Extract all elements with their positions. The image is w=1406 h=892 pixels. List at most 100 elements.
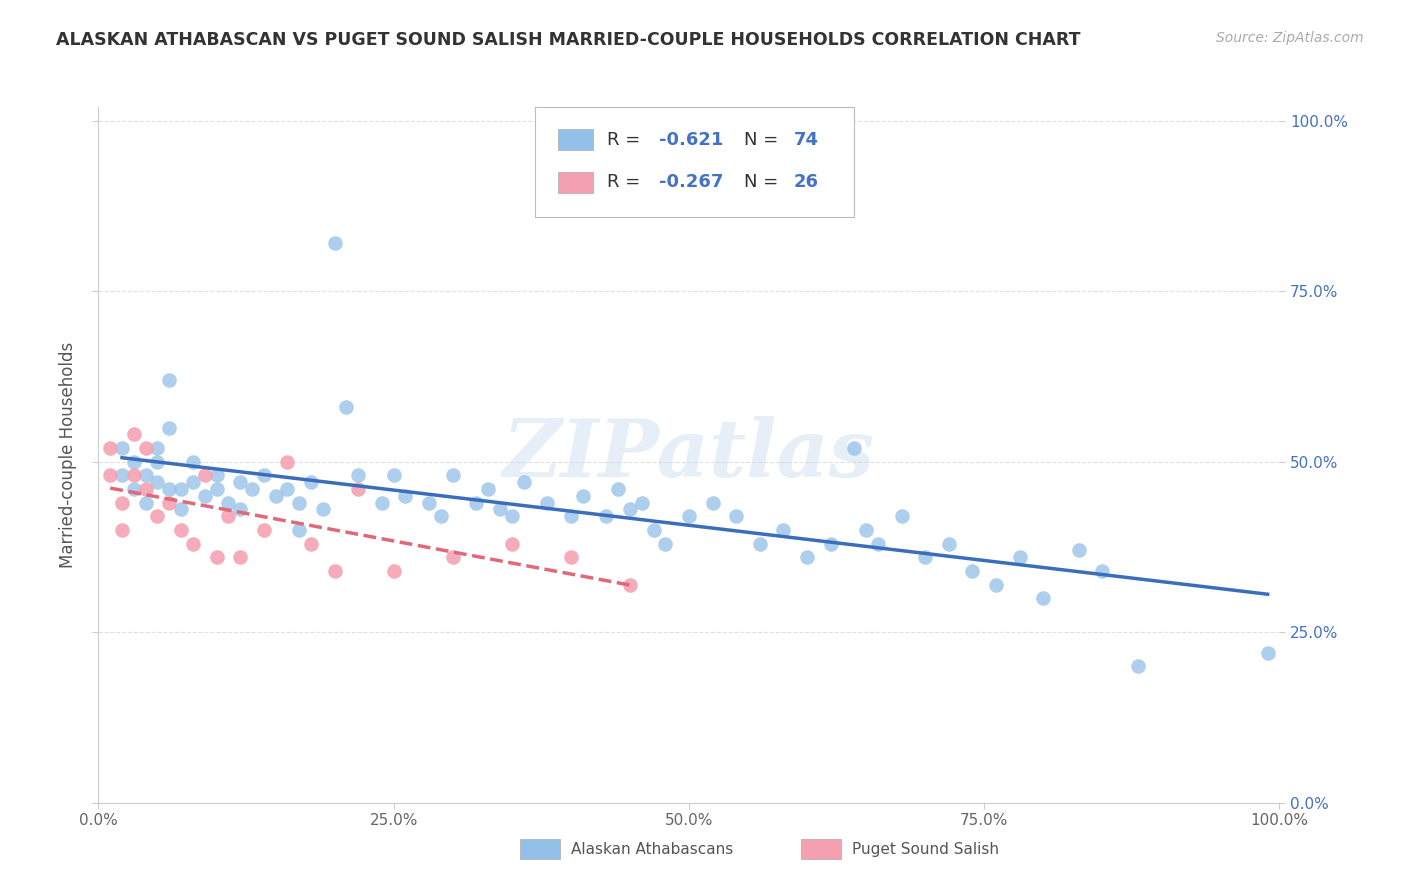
Point <box>702 496 724 510</box>
Text: N =: N = <box>744 131 785 149</box>
Point <box>299 475 322 490</box>
Point <box>111 441 134 455</box>
Point <box>654 536 676 550</box>
Point <box>146 455 169 469</box>
Point <box>465 496 488 510</box>
Text: N =: N = <box>744 173 785 191</box>
Point <box>229 475 252 490</box>
Point <box>335 400 357 414</box>
Point <box>430 509 453 524</box>
Point <box>560 509 582 524</box>
Point <box>122 455 145 469</box>
Point <box>181 455 204 469</box>
Point <box>98 441 121 455</box>
Point <box>170 523 193 537</box>
Point <box>796 550 818 565</box>
Point <box>382 564 405 578</box>
Point <box>560 550 582 565</box>
Point <box>441 550 464 565</box>
Point <box>205 482 228 496</box>
Point <box>98 468 121 483</box>
Point <box>536 496 558 510</box>
Point <box>157 496 180 510</box>
Point <box>181 475 204 490</box>
Point <box>288 496 311 510</box>
Point <box>441 468 464 483</box>
Point <box>253 523 276 537</box>
Point <box>382 468 405 483</box>
Point <box>347 482 370 496</box>
Point <box>1067 543 1090 558</box>
Point <box>312 502 335 516</box>
Point <box>217 509 239 524</box>
Text: Alaskan Athabascans: Alaskan Athabascans <box>571 842 733 856</box>
Point <box>866 536 889 550</box>
Point <box>181 536 204 550</box>
Point <box>477 482 499 496</box>
Point <box>1008 550 1031 565</box>
Point <box>229 502 252 516</box>
Text: Source: ZipAtlas.com: Source: ZipAtlas.com <box>1216 31 1364 45</box>
Text: R =: R = <box>607 131 647 149</box>
Point <box>299 536 322 550</box>
Point <box>914 550 936 565</box>
Point <box>1032 591 1054 606</box>
Point <box>501 536 523 550</box>
Point <box>607 482 630 496</box>
Point <box>962 564 984 578</box>
Point <box>170 482 193 496</box>
Point <box>1126 659 1149 673</box>
Point <box>323 564 346 578</box>
Point <box>194 468 217 483</box>
Point <box>643 523 665 537</box>
Bar <box>558 172 593 193</box>
Point <box>135 496 157 510</box>
Point <box>938 536 960 550</box>
Point <box>512 475 534 490</box>
Text: -0.621: -0.621 <box>659 131 724 149</box>
Point <box>595 509 617 524</box>
Point <box>205 550 228 565</box>
Point <box>288 523 311 537</box>
Point <box>772 523 794 537</box>
Point <box>501 509 523 524</box>
Point <box>194 489 217 503</box>
Point <box>820 536 842 550</box>
Point <box>276 482 298 496</box>
Point <box>229 550 252 565</box>
Point <box>170 502 193 516</box>
Point <box>489 502 512 516</box>
Point <box>619 502 641 516</box>
Point <box>571 489 593 503</box>
Text: 26: 26 <box>794 173 820 191</box>
Text: Puget Sound Salish: Puget Sound Salish <box>852 842 1000 856</box>
Point <box>323 236 346 251</box>
Text: R =: R = <box>607 173 647 191</box>
Point <box>844 441 866 455</box>
Y-axis label: Married-couple Households: Married-couple Households <box>59 342 77 568</box>
Point <box>135 482 157 496</box>
FancyBboxPatch shape <box>536 107 855 217</box>
Point <box>890 509 912 524</box>
Point <box>217 496 239 510</box>
Point <box>1091 564 1114 578</box>
Point <box>347 468 370 483</box>
Point <box>418 496 440 510</box>
Point <box>205 468 228 483</box>
Point <box>122 468 145 483</box>
Bar <box>558 129 593 150</box>
Point <box>135 468 157 483</box>
Point <box>619 577 641 591</box>
Point <box>394 489 416 503</box>
Text: 74: 74 <box>794 131 820 149</box>
Point <box>111 496 134 510</box>
Point <box>122 482 145 496</box>
Point <box>276 455 298 469</box>
Point <box>146 475 169 490</box>
Point <box>725 509 748 524</box>
Point <box>157 373 180 387</box>
Point <box>240 482 263 496</box>
Text: ZIPatlas: ZIPatlas <box>503 417 875 493</box>
Point <box>630 496 652 510</box>
Point <box>146 509 169 524</box>
